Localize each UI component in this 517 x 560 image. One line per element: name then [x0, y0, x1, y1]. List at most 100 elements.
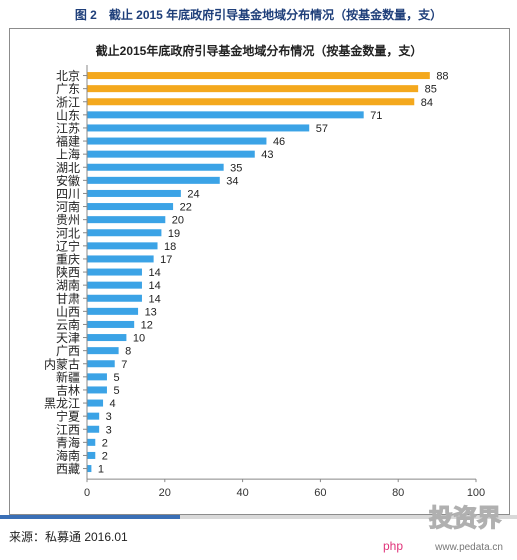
x-tick-label: 40	[236, 487, 248, 499]
bar	[87, 242, 158, 250]
data-label: 20	[172, 215, 184, 227]
data-label: 84	[421, 97, 433, 109]
bar	[87, 373, 107, 381]
bar	[87, 399, 104, 407]
category-label: 上海	[56, 147, 80, 162]
data-label: 13	[145, 306, 157, 318]
bar	[87, 98, 415, 106]
data-label: 2	[102, 450, 108, 462]
watermark-main: 投资界	[429, 505, 501, 532]
data-label: 57	[316, 123, 328, 135]
data-label: 35	[230, 162, 242, 174]
watermark-tag: php	[383, 539, 403, 553]
bar	[87, 425, 100, 433]
category-label: 云南	[56, 317, 80, 332]
x-tick-label: 20	[159, 487, 171, 499]
data-label: 5	[113, 385, 119, 397]
data-label: 3	[106, 411, 112, 423]
category-label: 江西	[56, 423, 80, 437]
category-label: 福建	[56, 134, 80, 149]
data-label: 46	[273, 136, 285, 148]
category-label: 浙江	[56, 95, 80, 109]
category-label: 湖南	[56, 278, 80, 293]
category-label: 内蒙古	[44, 356, 80, 371]
x-tick-label: 60	[314, 487, 326, 499]
watermark-logo: 投资界 php www.pedata.cn	[383, 504, 503, 553]
bar	[87, 320, 135, 328]
bar	[87, 72, 430, 80]
bar	[87, 465, 92, 473]
bar	[87, 438, 96, 446]
data-label: 85	[425, 84, 437, 96]
bar	[87, 124, 310, 132]
bar	[87, 85, 419, 93]
data-label: 14	[148, 293, 160, 305]
bar	[87, 412, 100, 420]
data-label: 12	[141, 319, 153, 331]
category-label: 河北	[56, 226, 80, 240]
data-label: 3	[106, 424, 112, 436]
category-label: 陕西	[56, 265, 80, 280]
data-label: 10	[133, 333, 145, 345]
data-label: 1	[98, 464, 104, 476]
data-label: 34	[226, 175, 238, 187]
bar	[87, 294, 142, 302]
bar	[87, 111, 364, 119]
category-label: 天津	[56, 331, 80, 345]
x-tick-label: 100	[467, 487, 485, 499]
category-label: 四川	[56, 187, 80, 201]
bar	[87, 189, 181, 197]
category-label: 黑龙江	[44, 397, 80, 411]
bar	[87, 307, 139, 315]
data-label: 14	[148, 267, 160, 279]
category-label: 山西	[56, 305, 80, 319]
category-label: 北京	[56, 69, 80, 83]
category-label: 宁夏	[56, 409, 80, 424]
data-label: 2	[102, 437, 108, 449]
bar	[87, 150, 255, 158]
source-divider	[0, 515, 517, 519]
data-label: 88	[436, 71, 448, 83]
bar	[87, 281, 142, 289]
watermark-url: www.pedata.cn	[434, 542, 503, 553]
data-label: 4	[110, 398, 116, 410]
data-label: 8	[125, 346, 131, 358]
bar	[87, 268, 142, 276]
data-label: 22	[180, 202, 192, 214]
data-label: 18	[164, 241, 176, 253]
data-label: 71	[370, 110, 382, 122]
bar	[87, 137, 267, 145]
data-label: 43	[261, 149, 273, 161]
data-label: 7	[121, 359, 127, 371]
category-label: 新疆	[56, 369, 80, 384]
bar	[87, 347, 119, 355]
data-label: 24	[187, 188, 199, 200]
category-label: 西藏	[56, 462, 80, 476]
chart-frame: 截止2015年底政府引导基金地域分布情况（按基金数量，支） 0 20 40 60 80 1…	[9, 28, 510, 515]
category-label: 重庆	[56, 252, 80, 266]
category-label: 河南	[56, 199, 80, 214]
bar-chart: 截止2015年底政府引导基金地域分布情况（按基金数量，支） 0 20 40 60 80 1…	[44, 43, 485, 499]
category-label: 广东	[56, 82, 80, 96]
bar	[87, 255, 154, 263]
source-note: 来源：私募通 2016.01	[9, 530, 128, 544]
category-label: 海南	[56, 448, 80, 463]
bar	[87, 163, 224, 171]
category-label: 安徽	[56, 173, 80, 188]
bar	[87, 203, 174, 211]
category-label: 贵州	[56, 213, 80, 227]
category-label: 吉林	[56, 383, 80, 397]
chart-title: 截止2015年底政府引导基金地域分布情况（按基金数量，支）	[96, 43, 423, 58]
bar	[87, 360, 115, 368]
bar	[87, 229, 162, 237]
data-label: 5	[113, 372, 119, 384]
category-label: 辽宁	[56, 238, 80, 253]
bar	[87, 386, 107, 394]
category-label: 甘肃	[56, 292, 80, 306]
category-label: 山东	[56, 108, 80, 122]
category-label: 广西	[56, 344, 80, 358]
data-label: 17	[160, 254, 172, 266]
category-label: 湖北	[56, 160, 80, 175]
x-tick-label: 80	[392, 487, 404, 499]
